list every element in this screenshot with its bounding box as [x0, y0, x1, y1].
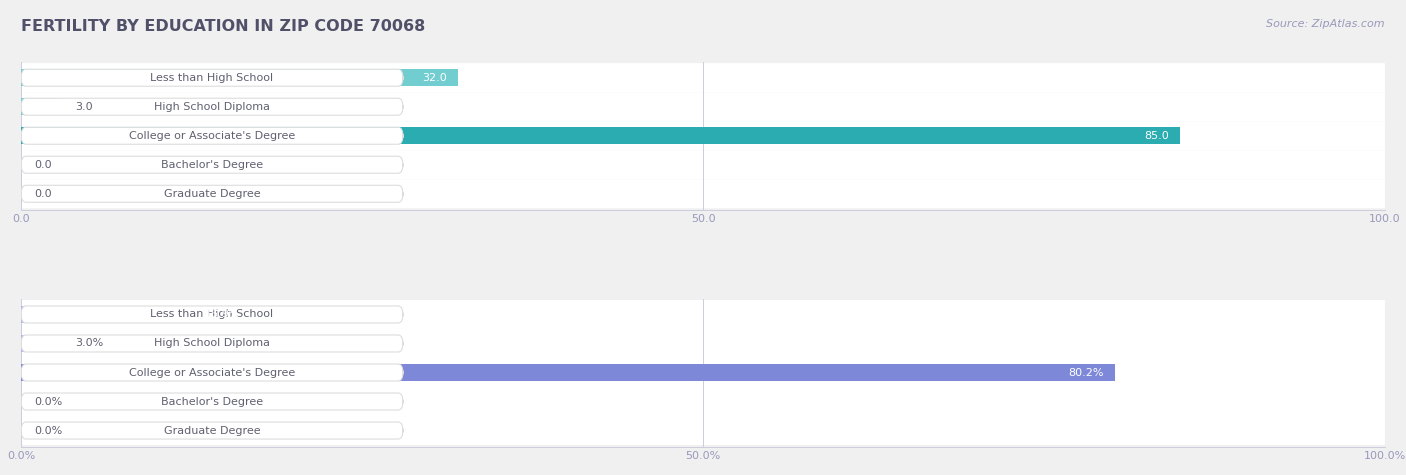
FancyBboxPatch shape [21, 121, 1385, 150]
FancyBboxPatch shape [21, 69, 404, 86]
Bar [21, 98, 62, 115]
FancyBboxPatch shape [21, 329, 1385, 358]
FancyBboxPatch shape [21, 98, 404, 115]
Text: Graduate Degree: Graduate Degree [163, 189, 260, 199]
Text: College or Associate's Degree: College or Associate's Degree [129, 368, 295, 378]
FancyBboxPatch shape [21, 364, 404, 381]
Bar [21, 335, 62, 352]
Text: 32.0: 32.0 [422, 73, 447, 83]
FancyBboxPatch shape [21, 358, 1385, 387]
FancyBboxPatch shape [21, 179, 1385, 208]
Text: College or Associate's Degree: College or Associate's Degree [129, 131, 295, 141]
Text: 0.0: 0.0 [35, 160, 52, 170]
FancyBboxPatch shape [21, 127, 404, 144]
FancyBboxPatch shape [21, 150, 1385, 179]
Text: FERTILITY BY EDUCATION IN ZIP CODE 70068: FERTILITY BY EDUCATION IN ZIP CODE 70068 [21, 19, 426, 34]
Text: Source: ZipAtlas.com: Source: ZipAtlas.com [1267, 19, 1385, 29]
Text: High School Diploma: High School Diploma [155, 102, 270, 112]
Text: 80.2%: 80.2% [1069, 368, 1104, 378]
Text: Bachelor's Degree: Bachelor's Degree [160, 160, 263, 170]
Text: 0.0: 0.0 [35, 189, 52, 199]
Text: 3.0: 3.0 [76, 102, 93, 112]
Bar [21, 306, 252, 323]
Text: Bachelor's Degree: Bachelor's Degree [160, 397, 263, 407]
FancyBboxPatch shape [21, 416, 1385, 445]
FancyBboxPatch shape [21, 422, 404, 439]
Text: Less than High School: Less than High School [150, 73, 274, 83]
FancyBboxPatch shape [21, 156, 404, 173]
FancyBboxPatch shape [21, 300, 1385, 329]
Text: 85.0: 85.0 [1144, 131, 1170, 141]
Text: Less than High School: Less than High School [150, 310, 274, 320]
Bar [21, 69, 457, 86]
FancyBboxPatch shape [21, 92, 1385, 121]
FancyBboxPatch shape [21, 306, 404, 323]
Text: Graduate Degree: Graduate Degree [163, 426, 260, 436]
FancyBboxPatch shape [21, 387, 1385, 416]
Text: 16.9%: 16.9% [205, 310, 240, 320]
Text: High School Diploma: High School Diploma [155, 339, 270, 349]
FancyBboxPatch shape [21, 185, 404, 202]
Bar [21, 364, 1115, 381]
FancyBboxPatch shape [21, 335, 404, 352]
Text: 3.0%: 3.0% [76, 339, 104, 349]
Text: 0.0%: 0.0% [35, 426, 63, 436]
FancyBboxPatch shape [21, 63, 1385, 92]
FancyBboxPatch shape [21, 393, 404, 410]
Text: 0.0%: 0.0% [35, 397, 63, 407]
Bar [21, 127, 1181, 144]
